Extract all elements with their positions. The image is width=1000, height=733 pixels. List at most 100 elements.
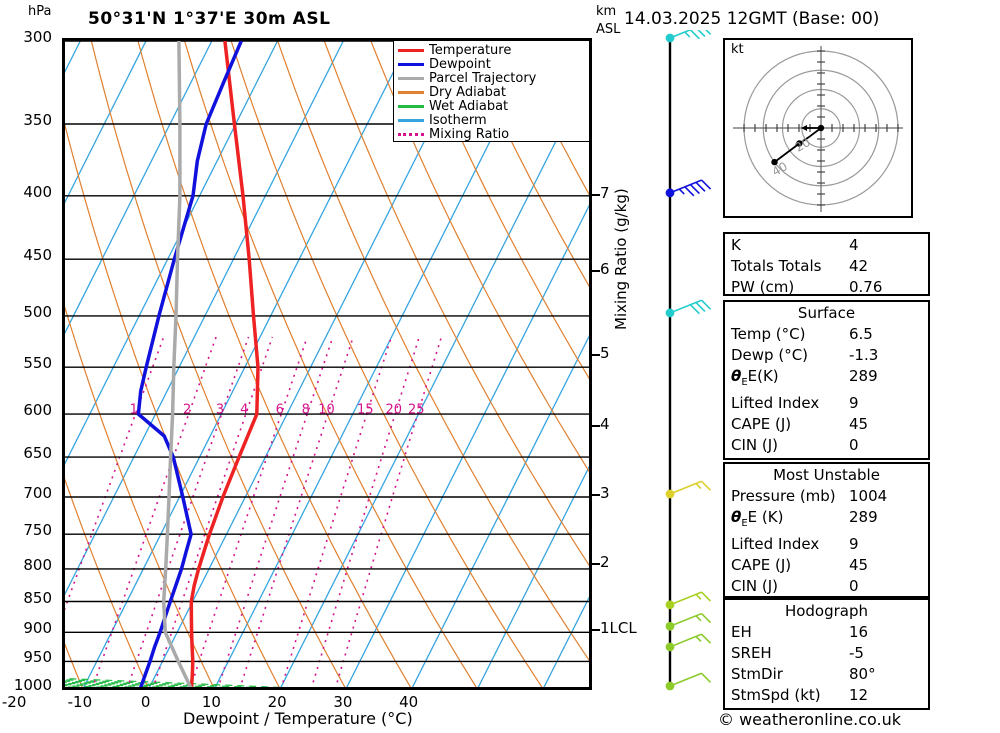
pressure-tick-450: 450 <box>23 246 52 265</box>
watermark: © weatheronline.co.uk <box>718 710 901 729</box>
legend-item-parcel-trajectory: Parcel Trajectory <box>398 71 585 86</box>
chart-legend: Temperature Dewpoint Parcel Trajectory Dry … <box>393 40 590 142</box>
height-tick-4km: 4 <box>600 415 610 434</box>
height-tick-2km: 2 <box>600 552 610 571</box>
svg-text:10: 10 <box>318 403 335 418</box>
most-unstable-value: 45 <box>849 556 869 574</box>
svg-text:15: 15 <box>357 403 374 418</box>
pressure-tick-350: 350 <box>23 110 52 129</box>
surface-key: Lifted Index <box>731 394 820 412</box>
legend-swatch-icon <box>398 48 424 52</box>
temp-tick-10: 10 <box>201 693 221 711</box>
most-unstable-key: CIN (J) <box>731 577 779 595</box>
svg-text:40: 40 <box>770 159 790 179</box>
hodograph-stat-row: StmSpd (kt) 12 <box>731 685 922 706</box>
temp-tick--10: -10 <box>67 693 93 711</box>
svg-text:20: 20 <box>793 135 813 155</box>
most-unstable-row: θEE (K) 289 <box>731 507 922 534</box>
temp-tick-30: 30 <box>333 693 353 711</box>
surface-key: θEE(K) <box>731 367 779 388</box>
legend-item-dry-adiabat: Dry Adiabat <box>398 85 585 100</box>
index-value: 4 <box>849 236 859 254</box>
legend-item-isotherm: Isotherm <box>398 112 585 128</box>
surface-row: Dewp (°C) -1.3 <box>731 345 922 366</box>
hodograph-stats-panel: Hodograph EH 16 SREH -5 StmDir 80° StmSpd (kt)… <box>723 598 930 710</box>
svg-text:20: 20 <box>385 403 402 418</box>
pressure-tick-550: 550 <box>23 354 52 373</box>
index-key: PW (cm) <box>731 278 795 296</box>
index-key: Totals Totals <box>731 257 822 275</box>
hodograph-stats-heading: Hodograph <box>784 602 869 620</box>
index-row: PW (cm) 0.76 <box>731 277 922 298</box>
index-row: Totals Totals 42 <box>731 256 922 277</box>
hodograph-stat-row: SREH -5 <box>731 643 922 664</box>
mixing-ratio-axis-title: Mixing Ratio (g/kg) <box>612 188 630 330</box>
temp-tick-20: 20 <box>267 693 287 711</box>
most-unstable-key: Pressure (mb) <box>731 487 836 505</box>
legend-swatch-icon <box>398 62 424 66</box>
skewt-svg: 1 2 3 4 6 8 10 15 20 25 <box>65 41 589 687</box>
temp-tick-40: 40 <box>399 693 419 711</box>
legend-item-dewpoint: Dewpoint <box>398 56 585 72</box>
height-tick-mark <box>592 425 600 428</box>
index-value: 42 <box>849 257 869 275</box>
svg-text:8: 8 <box>302 403 310 418</box>
pressure-tick-650: 650 <box>23 444 52 463</box>
surface-row: θEE(K) 289 <box>731 366 922 393</box>
surface-row: Temp (°C) 6.5 <box>731 324 922 345</box>
most-unstable-rows: Pressure (mb) 1004 θEE (K) 289 Lifted Index 9… <box>731 486 922 597</box>
svg-text:2: 2 <box>183 403 191 418</box>
page-title: 50°31'N 1°37'E 30m ASL <box>88 9 331 29</box>
hodograph-panel[interactable]: 20 40 kt <box>723 38 913 218</box>
surface-rows: Temp (°C) 6.5 Dewp (°C) -1.3 θEE(K) 289 Lifted… <box>731 324 922 456</box>
height-tick-mark <box>592 628 600 631</box>
datetime-label: 14.03.2025 12GMT (Base: 00) <box>624 9 880 29</box>
pressure-tick-950: 950 <box>23 648 52 667</box>
svg-text:4: 4 <box>240 403 248 418</box>
legend-item-mixing-ratio: Mixing Ratio <box>398 126 585 142</box>
pressure-tick-850: 850 <box>23 588 52 607</box>
pressure-tick-600: 600 <box>23 401 52 420</box>
surface-value: 45 <box>849 415 869 433</box>
legend-label: Mixing Ratio <box>429 126 510 142</box>
hodograph-stat-key: StmSpd (kt) <box>731 686 821 704</box>
svg-text:25: 25 <box>408 403 425 418</box>
legend-label: Isotherm <box>429 112 487 128</box>
surface-value: 289 <box>849 367 878 385</box>
hodograph-stats-rows: EH 16 SREH -5 StmDir 80° StmSpd (kt) 12 <box>731 622 922 706</box>
most-unstable-value: 1004 <box>849 487 888 505</box>
height-tick-7km: 7 <box>600 183 610 202</box>
most-unstable-key: θEE (K) <box>731 508 784 529</box>
surface-row: CAPE (J) 45 <box>731 414 922 435</box>
indices-rows: K 4 Totals Totals 42 PW (cm) 0.76 <box>731 235 922 298</box>
legend-item-temperature: Temperature <box>398 43 585 58</box>
height-tick-mark <box>592 354 600 357</box>
legend-swatch-icon <box>398 132 424 136</box>
height-unit-label-km: km <box>596 4 617 19</box>
legend-swatch-icon <box>398 76 424 80</box>
legend-label: Dewpoint <box>429 56 491 72</box>
surface-value: -1.3 <box>849 346 879 364</box>
height-tick-1km: 1LCL <box>600 618 637 637</box>
legend-label: Wet Adiabat <box>429 98 509 114</box>
hodograph-stat-value: 80° <box>849 665 876 683</box>
pressure-unit-label: hPa <box>28 4 52 19</box>
surface-heading: Surface <box>797 304 856 322</box>
pressure-tick-900: 900 <box>23 619 52 638</box>
height-tick-3km: 3 <box>600 484 610 503</box>
pressure-tick-1000: 1000 <box>13 676 52 694</box>
skewt-chart[interactable]: 1 2 3 4 6 8 10 15 20 25 <box>62 38 592 690</box>
hodograph-stat-row: StmDir 80° <box>731 664 922 685</box>
hodograph-stat-key: SREH <box>731 644 772 662</box>
most-unstable-key: Lifted Index <box>731 535 820 553</box>
index-key: K <box>731 236 741 254</box>
hodograph-unit-label: kt <box>731 42 744 57</box>
legend-swatch-icon <box>398 104 424 108</box>
surface-key: CIN (J) <box>731 436 779 454</box>
height-tick-mark <box>592 193 600 196</box>
most-unstable-row: CIN (J) 0 <box>731 576 922 597</box>
legend-swatch-icon <box>398 90 424 94</box>
svg-text:3: 3 <box>216 403 224 418</box>
hodograph-stat-key: StmDir <box>731 665 783 683</box>
